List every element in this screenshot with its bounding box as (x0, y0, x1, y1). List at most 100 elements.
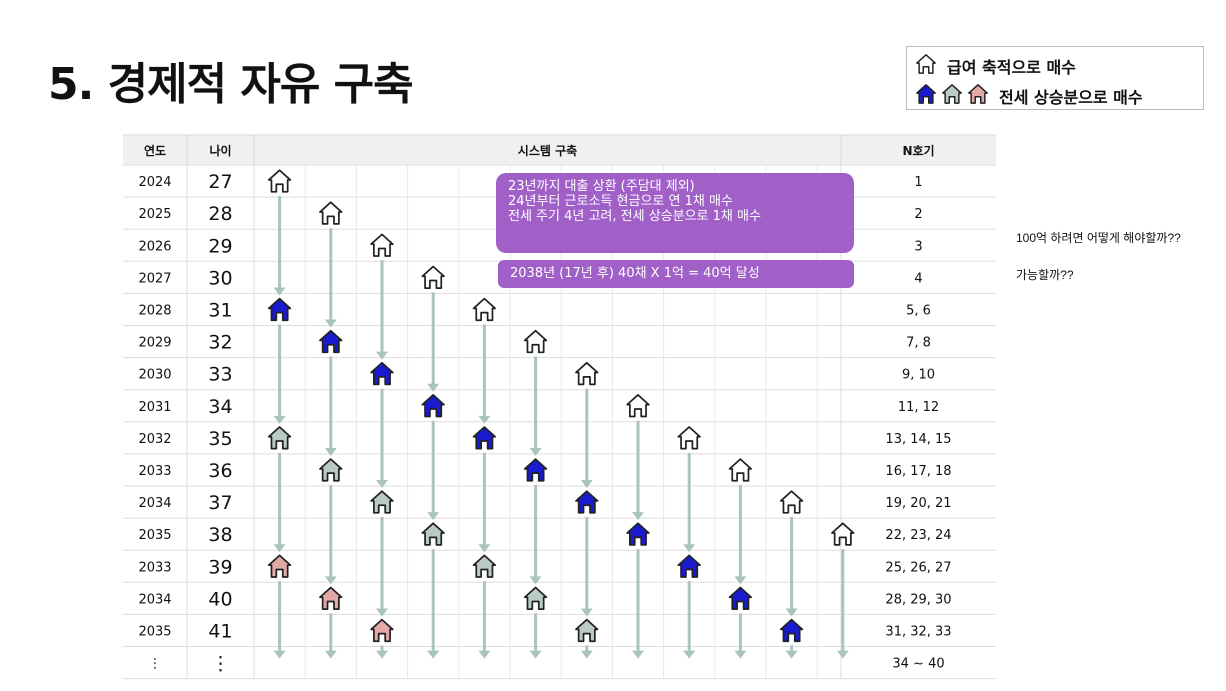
n-cell: 1 (914, 175, 922, 190)
house-blue-icon (677, 554, 701, 578)
n-cell: 19, 20, 21 (885, 496, 951, 511)
house-blue-icon (421, 394, 445, 418)
house-blue-icon (779, 618, 804, 643)
arrowhead (376, 608, 388, 617)
house-blue-icon (472, 426, 497, 450)
n-cell: 31, 32, 33 (885, 624, 951, 639)
arrowhead (529, 447, 542, 456)
arrowhead (478, 650, 491, 659)
house-pink-icon (319, 586, 343, 610)
arrowhead (324, 576, 337, 585)
goal-text: 2038년 (17년 후) 40채 X 1억 = 40억 달성 (510, 266, 760, 281)
arrowhead (273, 544, 286, 553)
n-cell: 11, 12 (898, 400, 939, 415)
house-blue-icon (728, 586, 753, 610)
arrowhead (580, 608, 593, 617)
n-cell: 2 (914, 207, 922, 222)
year-cell: 2024 (138, 175, 171, 190)
house-pink-icon (267, 554, 292, 578)
arrowhead (529, 576, 542, 585)
year-cell: 2029 (138, 336, 171, 351)
house-outline-icon (728, 458, 753, 482)
house-gray-icon (267, 426, 292, 450)
house-blue-icon (370, 361, 394, 386)
plan-bubble: 23년까지 대출 상환 (주담대 제외) 24년부터 근로소득 현금으로 연 1… (496, 173, 854, 253)
n-cell: 3 (914, 239, 922, 254)
house-outline-icon (370, 233, 394, 257)
n-cell: 25, 26, 27 (885, 560, 951, 575)
arrowhead (580, 480, 593, 489)
age-cell: 33 (208, 364, 232, 386)
house-gray-icon (319, 458, 343, 482)
year-cell: 2031 (138, 400, 171, 415)
year-cell: 2032 (138, 432, 171, 447)
house-outline-icon (319, 201, 343, 225)
arrowhead (478, 544, 491, 553)
age-cell: 41 (208, 620, 232, 642)
house-outline-icon (267, 169, 292, 193)
arrowhead (376, 480, 388, 489)
legend-jeonse-label: 전세 상승분으로 매수 (999, 88, 1143, 107)
age-cell: 39 (208, 556, 232, 578)
year-cell: 2027 (138, 271, 171, 286)
n-cell: 16, 17, 18 (885, 464, 951, 479)
house-pink-icon (370, 618, 394, 643)
n-cell: 13, 14, 15 (885, 432, 951, 447)
age-cell: 34 (208, 396, 232, 418)
house-outline-icon (626, 394, 650, 418)
age-cell: ⋮ (211, 653, 230, 675)
goal-bubble: 2038년 (17년 후) 40채 X 1억 = 40억 달성 (498, 260, 854, 288)
age-cell: 28 (208, 203, 232, 225)
header-system: 시스템 구축 (518, 143, 577, 158)
house-blue-icon (575, 490, 599, 514)
house-outline-icon (421, 265, 445, 289)
arrowhead (632, 512, 644, 521)
arrowhead (632, 650, 644, 659)
age-cell: 36 (208, 460, 232, 482)
age-cell: 40 (208, 588, 232, 610)
age-cell: 27 (208, 171, 232, 193)
arrowhead (273, 287, 286, 296)
arrowhead (580, 650, 593, 659)
house-gray-icon (370, 490, 394, 514)
arrowhead (273, 415, 286, 424)
n-cell: 22, 23, 24 (885, 528, 951, 543)
house-outline-icon (915, 53, 941, 79)
arrowhead (734, 576, 747, 585)
house-blue-icon (523, 458, 548, 482)
n-cell: 5, 6 (906, 303, 931, 318)
arrowhead (836, 650, 849, 659)
arrowhead (683, 544, 696, 553)
legend-box: 급여 축적으로 매수 전세 상승분으로 매수 (906, 46, 1204, 110)
year-cell: 2026 (138, 239, 171, 254)
year-cell: 2035 (138, 528, 171, 543)
house-pink-icon (967, 83, 993, 109)
house-outline-icon (831, 522, 855, 546)
house-blue-icon (915, 83, 941, 109)
year-cell: 2034 (138, 592, 171, 607)
arrowhead (324, 650, 337, 659)
table-header-bg (123, 135, 996, 165)
house-outline-icon (523, 329, 548, 354)
year-cell: 2035 (138, 624, 171, 639)
n-cell: 7, 8 (906, 336, 931, 351)
year-cell: 2034 (138, 496, 171, 511)
arrowhead (734, 650, 747, 659)
house-blue-icon (267, 297, 292, 322)
year-cell: 2033 (138, 560, 171, 575)
year-cell: 2025 (138, 207, 171, 222)
house-gray-icon (421, 522, 445, 546)
question-note: 100억 하려면 어떻게 해야할까?? (1016, 231, 1181, 245)
house-gray-icon (523, 586, 548, 610)
arrowhead (785, 650, 798, 659)
n-cell: 34 ~ 40 (892, 657, 944, 672)
header-year: 연도 (144, 143, 166, 158)
age-cell: 38 (208, 524, 232, 546)
arrowhead (478, 415, 491, 424)
header-age: 나이 (209, 143, 231, 158)
legend-row-salary: 급여 축적으로 매수 (915, 53, 1076, 79)
plan-line-2: 24년부터 근로소득 현금으로 연 1채 매수 (508, 194, 733, 209)
arrowhead (324, 319, 337, 328)
arrowhead (785, 608, 798, 617)
